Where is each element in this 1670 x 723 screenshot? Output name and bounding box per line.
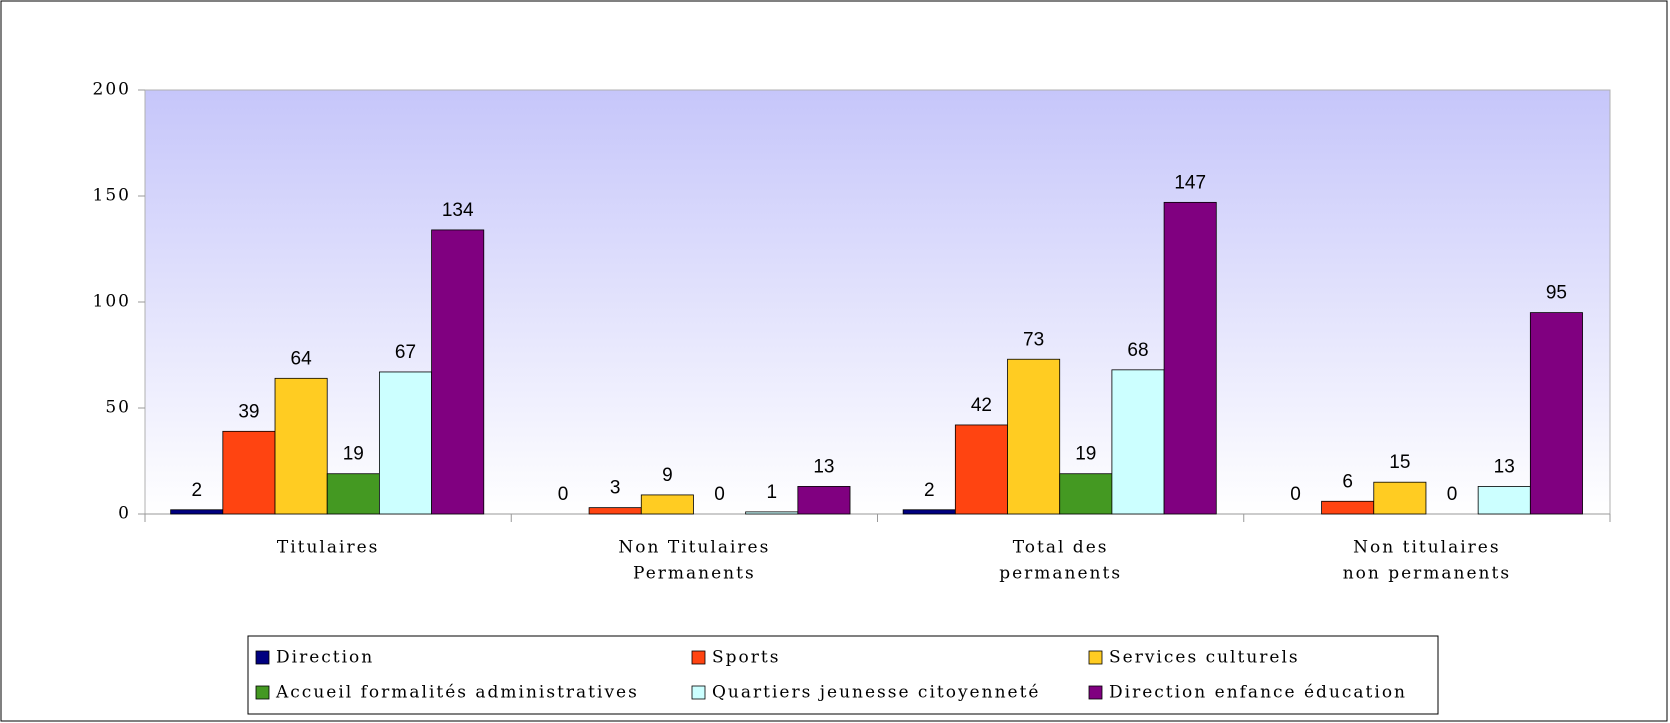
data-label: 9	[662, 465, 673, 486]
data-label: 67	[395, 342, 416, 363]
data-label: 95	[1546, 283, 1567, 304]
legend-label: Sports	[712, 648, 780, 668]
legend-label: Services culturels	[1109, 648, 1300, 668]
bar	[588, 507, 642, 515]
x-tick-label: Permanents	[633, 564, 756, 584]
data-label: 3	[610, 478, 621, 499]
data-label: 2	[191, 480, 202, 501]
legend-swatch	[1088, 650, 1103, 665]
legend-swatch	[691, 685, 706, 700]
bar	[378, 371, 432, 515]
y-tick-label: 200	[93, 80, 131, 100]
bar	[170, 509, 224, 515]
data-label: 0	[1447, 484, 1458, 505]
bar	[274, 377, 328, 515]
y-tick-label: 100	[93, 292, 131, 312]
bar	[1373, 481, 1427, 515]
legend-label: Direction	[276, 648, 374, 668]
legend-swatch	[255, 685, 270, 700]
data-label: 15	[1389, 452, 1410, 473]
bar	[640, 494, 694, 515]
x-tick-label: non permanents	[1343, 564, 1511, 584]
data-label: 2	[924, 480, 935, 501]
x-tick-label: Titulaires	[277, 538, 379, 558]
data-label: 68	[1127, 340, 1148, 361]
bar	[222, 430, 276, 515]
data-label: 134	[442, 200, 474, 221]
bar	[1163, 201, 1217, 515]
bar	[1111, 369, 1165, 515]
bar	[1059, 473, 1113, 515]
data-label: 42	[971, 395, 992, 416]
bar	[902, 509, 956, 515]
x-tick-label: Non titulaires	[1353, 538, 1500, 558]
plot-area	[144, 89, 1611, 515]
y-tick-label: 150	[93, 186, 131, 206]
data-label: 1	[766, 482, 777, 503]
bar	[954, 424, 1008, 515]
bar	[1529, 312, 1583, 515]
legend-label: Quartiers jeunesse citoyenneté	[712, 683, 1040, 703]
x-tick-label: Non Titulaires	[618, 538, 770, 558]
bar	[431, 229, 485, 515]
data-label: 19	[343, 444, 364, 465]
bar	[745, 511, 799, 515]
data-label: 13	[1494, 456, 1515, 477]
legend-label: Direction enfance éducation	[1109, 683, 1407, 703]
bar	[1321, 500, 1375, 515]
y-tick-label: 50	[105, 398, 131, 418]
x-tick-label: Total des	[1013, 538, 1109, 558]
y-tick-label: 0	[118, 504, 131, 524]
data-label: 0	[1290, 484, 1301, 505]
legend-swatch	[691, 650, 706, 665]
data-label: 0	[714, 484, 725, 505]
data-label: 19	[1075, 444, 1096, 465]
data-label: 73	[1023, 329, 1044, 350]
bar	[1007, 358, 1061, 515]
data-label: 64	[291, 348, 313, 369]
data-label: 6	[1342, 471, 1353, 492]
legend-swatch	[255, 650, 270, 665]
bar	[797, 486, 851, 515]
bar	[1477, 486, 1531, 515]
data-label: 39	[238, 401, 259, 422]
legend-label: Accueil formalités administratives	[275, 683, 639, 703]
data-label: 147	[1174, 172, 1206, 193]
data-label: 0	[558, 484, 569, 505]
data-label: 13	[813, 456, 834, 477]
legend-box	[247, 635, 1439, 715]
x-tick-label: permanents	[999, 564, 1122, 584]
legend-swatch	[1088, 685, 1103, 700]
bar	[326, 473, 380, 515]
